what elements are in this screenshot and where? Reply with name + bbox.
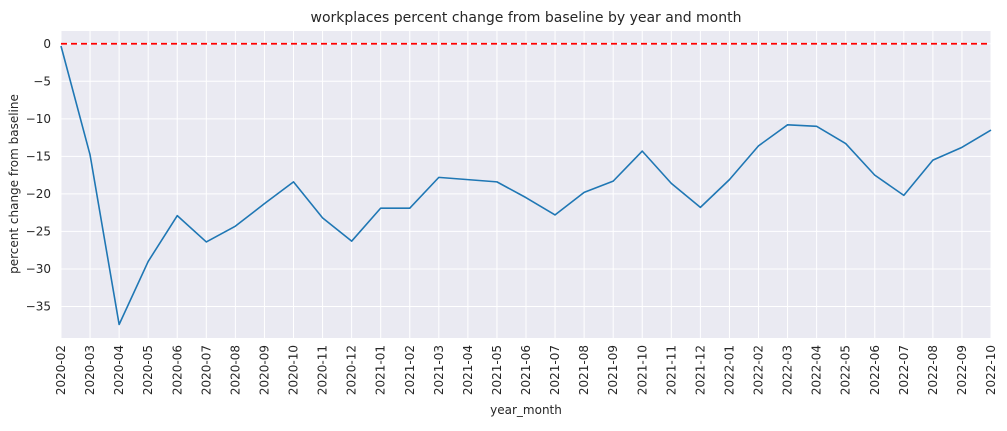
x-tick-label: 2022-05: [839, 345, 853, 395]
y-axis-label: percent change from baseline: [7, 94, 21, 274]
x-tick-label: 2021-07: [548, 345, 562, 395]
y-tick-label: −5: [33, 74, 51, 88]
x-tick-label: 2020-09: [257, 345, 271, 395]
x-tick-label: 2022-10: [984, 345, 998, 395]
x-tick-label: 2020-08: [228, 345, 242, 395]
chart-title: workplaces percent change from baseline …: [311, 10, 742, 26]
x-tick-label: 2020-04: [112, 345, 126, 395]
x-tick-label: 2021-02: [403, 345, 417, 395]
x-tick-label: 2021-12: [693, 345, 707, 395]
x-tick-label: 2022-07: [897, 345, 911, 395]
y-tick-label: −25: [26, 224, 51, 238]
x-tick-label: 2022-08: [926, 345, 940, 395]
x-tick-label: 2020-11: [316, 345, 330, 395]
y-tick-label: −20: [26, 187, 51, 201]
y-tick-labels: 0 −5 −10 −15 −20 −25 −30 −35: [26, 37, 51, 314]
x-tick-label: 2022-03: [781, 345, 795, 395]
x-tick-label: 2020-06: [170, 345, 184, 395]
x-axis-label: year_month: [490, 403, 562, 417]
y-tick-label: −30: [26, 262, 51, 276]
x-tick-label: 2022-01: [722, 345, 736, 395]
x-tick-label: 2021-01: [374, 345, 388, 395]
y-tick-label: 0: [43, 37, 51, 51]
y-tick-label: −10: [26, 112, 51, 126]
x-tick-label: 2022-09: [955, 345, 969, 395]
x-tick-label: 2021-08: [577, 345, 591, 395]
x-tick-label: 2020-03: [83, 345, 97, 395]
x-tick-label: 2021-09: [606, 345, 620, 395]
x-tick-labels: 2020-02 2020-03 2020-04 2020-05 2020-06 2020-…: [54, 345, 998, 395]
x-tick-label: 2020-12: [345, 345, 359, 395]
x-tick-label: 2022-06: [868, 345, 882, 395]
x-tick-label: 2022-02: [752, 345, 766, 395]
x-tick-label: 2021-10: [635, 345, 649, 395]
x-tick-label: 2020-05: [141, 345, 155, 395]
x-tick-label: 2021-03: [432, 345, 446, 395]
x-tick-label: 2021-04: [461, 345, 475, 395]
x-tick-label: 2020-07: [199, 345, 213, 395]
x-tick-label: 2021-05: [490, 345, 504, 395]
y-tick-label: −35: [26, 299, 51, 313]
x-tick-label: 2021-11: [664, 345, 678, 395]
y-tick-label: −15: [26, 149, 51, 163]
x-tick-label: 2020-10: [287, 345, 301, 395]
x-tick-label: 2022-04: [810, 345, 824, 395]
x-tick-label: 2021-06: [519, 345, 533, 395]
x-tick-label: 2020-02: [54, 345, 68, 395]
